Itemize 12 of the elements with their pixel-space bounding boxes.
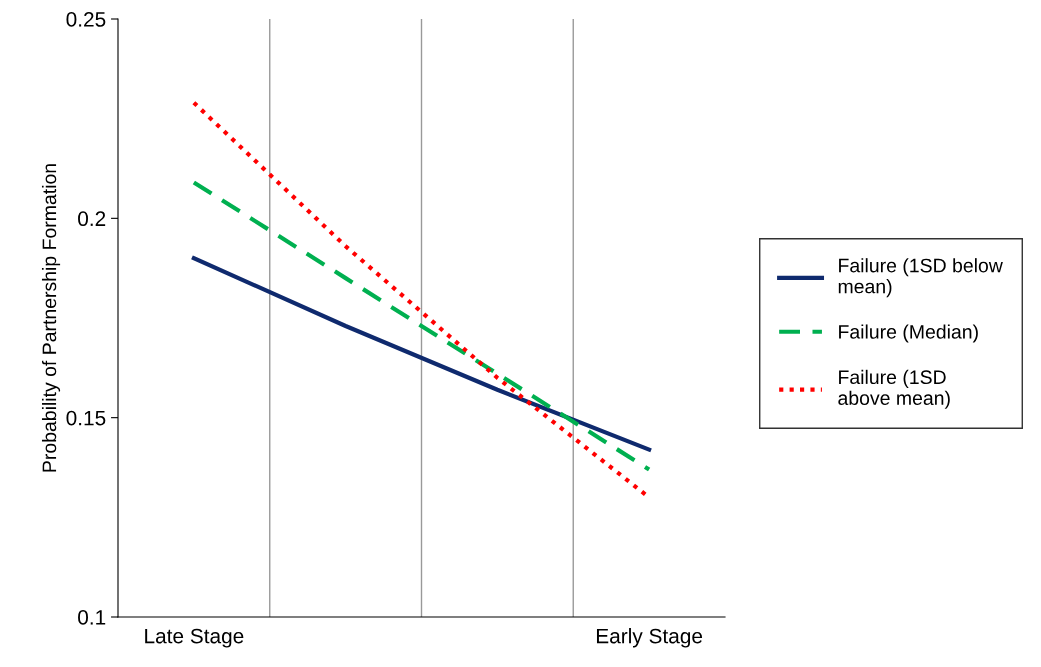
line-series bbox=[191, 180, 652, 472]
y-tick-label: 0.15 bbox=[66, 410, 106, 426]
legend-label: Failure (Median) bbox=[839, 324, 978, 343]
x-tick-label: Early Stage bbox=[596, 628, 703, 648]
legend-label: Failure (1SD below mean) bbox=[838, 258, 1003, 298]
y-axis-title: Probability of Partnership Formation bbox=[41, 164, 61, 472]
line-series bbox=[191, 256, 652, 452]
x-tick-label: Late Stage bbox=[145, 628, 244, 648]
y-tick-label: 0.1 bbox=[78, 610, 106, 625]
legend-label: Failure (1SD above mean) bbox=[838, 369, 950, 409]
y-tick-label: 0.2 bbox=[78, 211, 106, 227]
y-tick-label: 0.25 bbox=[66, 12, 106, 27]
